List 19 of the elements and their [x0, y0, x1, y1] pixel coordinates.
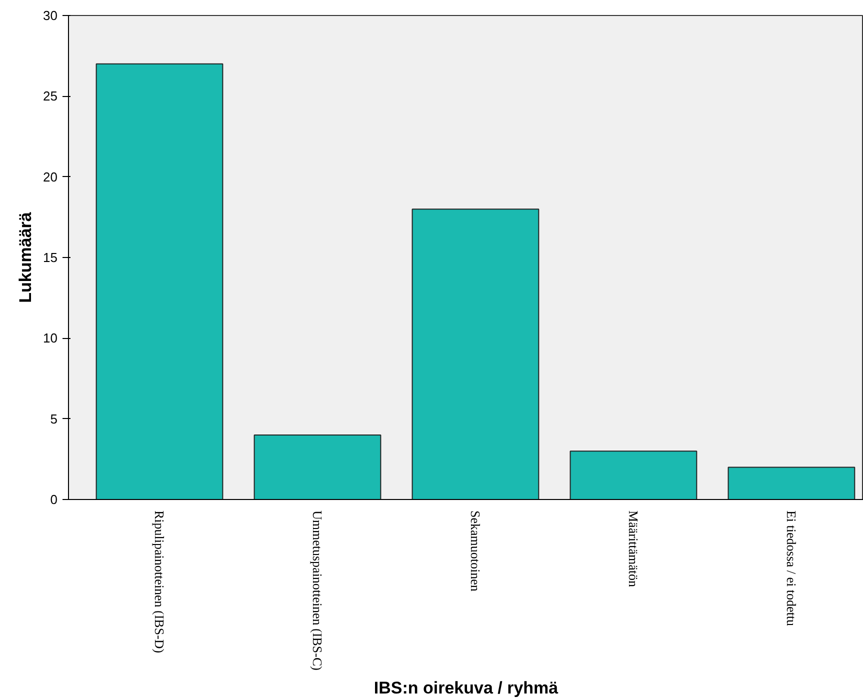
- x-tick-label: Ummetuspainotteinen (IBS-C): [310, 510, 325, 670]
- y-tick-label: 30: [43, 8, 58, 23]
- y-tick-label: 0: [50, 492, 58, 507]
- y-tick-label: 25: [43, 88, 58, 104]
- y-tick-label: 20: [43, 169, 58, 184]
- x-tick-label: Sekamuotoinen: [468, 510, 483, 592]
- y-tick-label: 15: [43, 250, 58, 265]
- y-axis-title: Lukumäärä: [16, 212, 36, 303]
- bar: [96, 63, 224, 500]
- bar: [254, 434, 382, 500]
- x-tick-label: Määrittämätön: [626, 510, 641, 588]
- bar: [728, 466, 856, 500]
- y-tick-label: 10: [43, 330, 58, 346]
- y-tick-label: 5: [50, 411, 58, 426]
- x-tick-label: Ripulipainotteinen (IBS-D): [152, 510, 167, 654]
- x-axis-title: IBS:n oirekuva / ryhmä: [374, 678, 559, 698]
- x-tick-label: Ei tiedossa / ei todettu: [784, 510, 799, 627]
- bar: [412, 208, 540, 500]
- bar: [570, 450, 698, 500]
